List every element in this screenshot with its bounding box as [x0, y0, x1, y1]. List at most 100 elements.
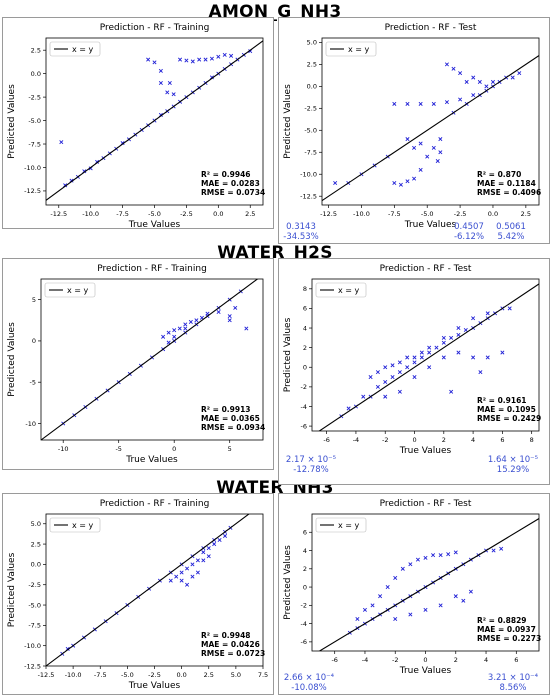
y-tick-label: -10.0: [300, 171, 317, 179]
x-tick-label: -4: [362, 656, 368, 664]
data-point: [477, 79, 482, 84]
data-point: [158, 81, 163, 86]
y-axis-label: Predicted Values: [283, 317, 293, 392]
y-tick-label: 0: [32, 337, 36, 345]
y-tick-label: 4: [303, 324, 307, 332]
data-point: [244, 326, 249, 331]
data-point: [333, 181, 338, 186]
x-tick-label: -2.5: [180, 210, 193, 218]
scatter-chart: Prediction - RF - Training -12.5 -10.0 -7.5…: [7, 23, 265, 228]
annotation-text: 2.17 × 10⁻⁵: [286, 455, 336, 465]
y-tick-label: -2.5: [304, 105, 317, 113]
data-point: [468, 589, 473, 594]
x-tick-label: 8: [530, 436, 534, 444]
y-tick-label: 8: [303, 285, 307, 293]
data-point: [438, 150, 443, 155]
data-point: [355, 617, 360, 622]
data-point: [203, 57, 208, 62]
data-point: [408, 612, 413, 617]
scatter-chart: Prediction - RF - Test -6 -4 -2 0 2 4 6 6 4 2 0 -2 -4…: [283, 499, 541, 693]
y-tick-label: 0: [303, 583, 307, 591]
data-layer: [318, 283, 539, 431]
data-point: [346, 406, 351, 411]
legend-box: [44, 282, 96, 298]
metric-text: R² = 0.870: [477, 170, 521, 179]
data-point: [418, 167, 423, 172]
data-point: [392, 181, 397, 186]
legend-box: [315, 282, 367, 298]
data-layer: [46, 514, 250, 666]
data-point: [449, 389, 454, 394]
data-point: [412, 375, 417, 380]
data-point: [431, 101, 436, 106]
data-point: [419, 355, 424, 360]
data-point: [471, 316, 476, 321]
data-point: [393, 617, 398, 622]
identity-line: [41, 279, 259, 440]
data-point: [161, 334, 166, 339]
annotation-text: 0.5061: [496, 222, 526, 232]
data-point: [438, 603, 443, 608]
data-point: [444, 62, 449, 67]
data-point: [461, 598, 466, 603]
data-point: [206, 546, 211, 551]
annotation-text: 2.66 × 10⁻⁴: [284, 673, 335, 683]
data-point: [59, 140, 64, 145]
y-tick-label: -5.0: [28, 117, 41, 125]
data-point: [190, 574, 195, 579]
data-point: [418, 101, 423, 106]
data-point: [378, 594, 383, 599]
data-point: [441, 340, 446, 345]
data-point: [185, 566, 190, 571]
data-point: [471, 75, 476, 80]
chart-title: Prediction - RF - Training: [97, 264, 207, 274]
data-point: [490, 79, 495, 84]
data-point: [485, 355, 490, 360]
x-tick-label: -2.5: [148, 671, 161, 679]
data-point: [478, 370, 483, 375]
x-tick-label: 0.0: [488, 210, 498, 218]
annotation-text: 3.21 × 10⁻⁴: [488, 673, 539, 683]
data-point: [171, 92, 176, 97]
data-point: [375, 370, 380, 375]
x-tick-label: 4: [471, 436, 475, 444]
y-tick-label: -2: [301, 602, 307, 610]
data-point: [431, 553, 436, 558]
data-point: [201, 558, 206, 563]
chart-title: Prediction - RF - Test: [380, 499, 472, 509]
data-point: [158, 68, 163, 73]
chart-panel-amon-test: Prediction - RF - Test -12.5 -10.0 -7.5 -5.0…: [278, 17, 550, 244]
identity-line: [318, 517, 539, 651]
x-tick-label: 6: [500, 436, 504, 444]
data-point: [412, 360, 417, 365]
data-point: [397, 389, 402, 394]
y-tick-label: 2.5: [307, 61, 317, 69]
data-point: [418, 141, 423, 146]
data-point: [412, 145, 417, 150]
data-point: [201, 550, 206, 555]
data-point: [441, 355, 446, 360]
data-point: [412, 355, 417, 360]
x-tick-label: -12.5: [38, 671, 55, 679]
data-point: [485, 311, 490, 316]
data-point: [517, 71, 522, 76]
legend-label: x = y: [72, 521, 94, 530]
data-point: [456, 350, 461, 355]
legend-label: x = y: [338, 286, 360, 295]
data-point: [453, 594, 458, 599]
data-point: [178, 57, 183, 62]
data-point: [194, 318, 199, 323]
plot-area: [311, 278, 540, 432]
data-point: [499, 546, 504, 551]
data-point: [390, 363, 395, 368]
metric-text: RMSE = 0.2429: [477, 414, 541, 423]
x-tick-label: 6: [514, 656, 518, 664]
data-point: [427, 345, 432, 350]
data-point: [500, 350, 505, 355]
x-tick-label: -10: [58, 445, 69, 453]
x-tick-label: -2: [392, 656, 398, 664]
scatter-chart: Prediction - RF - Training -10 -5 0 5 5 0 -5 -10…: [7, 264, 265, 465]
data-point: [464, 79, 469, 84]
legend-label: x = y: [338, 521, 360, 530]
y-tick-label: 5.0: [307, 39, 317, 47]
